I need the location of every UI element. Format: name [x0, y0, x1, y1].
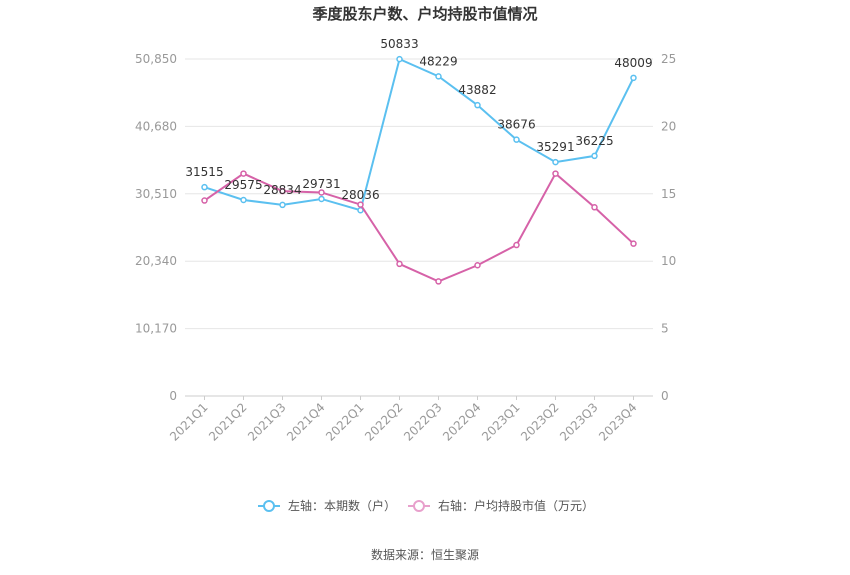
data-label: 35291	[536, 140, 574, 154]
right-axis-tick: 25	[661, 52, 676, 66]
x-axis-tick: 2021Q4	[284, 400, 328, 444]
data-label: 48229	[419, 54, 457, 68]
series-point-1	[240, 170, 247, 177]
series-point-1	[630, 240, 637, 247]
data-label: 31515	[185, 165, 223, 179]
left-axis-tick: 40,680	[135, 119, 177, 133]
series-point-0	[318, 195, 325, 203]
series-point-1	[435, 278, 442, 285]
series-point-0	[552, 158, 559, 166]
series-point-0	[279, 201, 286, 209]
x-axis-tick: 2022Q3	[401, 400, 445, 444]
series-point-0	[240, 196, 247, 204]
series-line-1	[203, 172, 635, 283]
left-axis-tick: 30,510	[135, 187, 177, 201]
left-axis-tick: 20,340	[135, 254, 177, 268]
series-point-1	[396, 260, 403, 268]
left-axis-tick: 0	[169, 389, 177, 403]
series-point-1	[279, 187, 286, 195]
data-label: 38676	[497, 118, 535, 132]
series-point-1	[513, 241, 520, 249]
data-label: 36225	[575, 134, 613, 148]
legend-marker-households	[263, 500, 275, 512]
series-point-1	[474, 261, 481, 269]
legend-item-households[interactable]: 左轴：本期数（户）	[258, 498, 396, 513]
series-point-1	[201, 197, 208, 204]
legend-label-households: 左轴：本期数（户）	[288, 498, 396, 513]
x-axis-tick: 2022Q2	[362, 400, 406, 444]
x-axis-tick: 2023Q3	[557, 400, 601, 444]
series-point-0	[474, 101, 481, 109]
series-line-0	[204, 57, 635, 212]
x-axis-tick: 2021Q1	[167, 400, 211, 444]
data-label: 43882	[458, 83, 496, 97]
series-point-0	[201, 183, 208, 191]
x-axis-tick: 2023Q4	[596, 400, 640, 444]
series-point-1	[357, 201, 364, 208]
x-axis-tick: 2023Q2	[518, 400, 562, 444]
legend-label-market-value: 右轴：户均持股市值（万元）	[438, 498, 594, 513]
left-axis-tick: 10,170	[135, 322, 177, 336]
series-point-0	[513, 136, 520, 143]
data-label: 28036	[341, 188, 379, 202]
series-layer	[201, 55, 637, 285]
data-label: 50833	[380, 37, 418, 51]
x-axis-tick: 2021Q3	[245, 400, 289, 444]
data-label: 29575	[224, 178, 262, 192]
data-label: 29731	[302, 177, 340, 191]
series-point-0	[630, 74, 637, 82]
series-point-0	[396, 55, 403, 63]
data-label: 48009	[614, 56, 652, 70]
x-axis-tick: 2022Q4	[440, 400, 484, 444]
series-point-1	[318, 189, 325, 196]
series-point-1	[552, 170, 559, 177]
right-axis-ticks: 0 5 10 15 20 25	[661, 52, 676, 403]
right-axis-tick: 0	[661, 389, 669, 403]
right-axis-tick: 5	[661, 322, 669, 336]
right-axis-tick: 10	[661, 254, 676, 268]
x-axis-ticks: 2021Q12021Q22021Q32021Q42022Q12022Q22022…	[167, 396, 640, 444]
x-axis-tick: 2021Q2	[206, 400, 250, 444]
legend[interactable]: 左轴：本期数（户） 右轴：户均持股市值（万元）	[258, 498, 594, 513]
left-axis-tick: 50,850	[135, 52, 177, 66]
chart-title: 季度股东户数、户均持股市值情况	[312, 5, 537, 23]
grid-lines	[185, 58, 653, 397]
legend-item-market-value[interactable]: 右轴：户均持股市值（万元）	[408, 498, 594, 513]
x-axis-tick: 2023Q1	[479, 400, 523, 444]
data-label: 28834	[263, 183, 301, 197]
series-point-0	[435, 73, 442, 80]
left-axis-ticks: 0 10,170 20,340 30,510 40,680 50,850	[135, 52, 177, 403]
data-source: 数据来源：恒生聚源	[371, 547, 479, 562]
legend-marker-market-value	[413, 500, 425, 512]
right-axis-tick: 15	[661, 187, 676, 201]
x-axis-tick: 2022Q1	[323, 400, 367, 444]
series-point-0	[591, 152, 598, 160]
right-axis-tick: 20	[661, 119, 676, 133]
series-point-1	[591, 204, 598, 211]
